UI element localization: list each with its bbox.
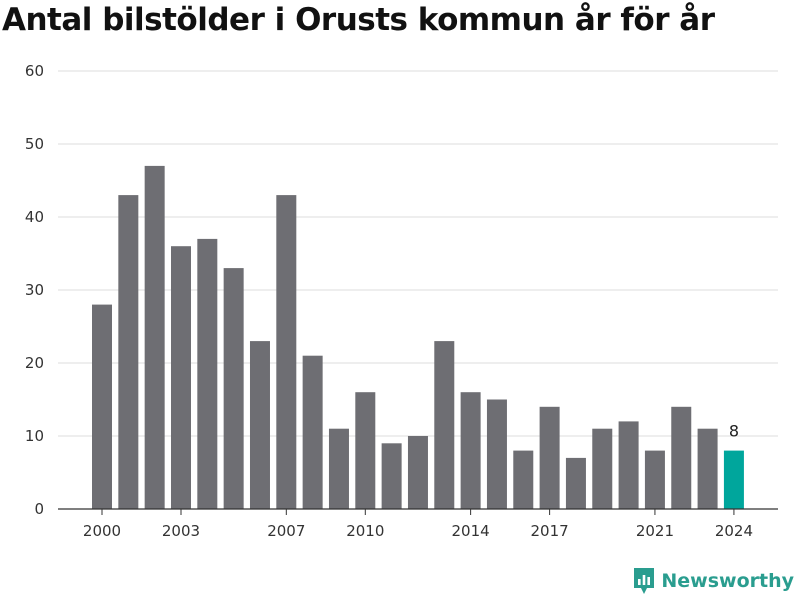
x-tick-label: 2007: [267, 522, 305, 540]
bar-2018: [565, 457, 586, 509]
x-tick-label: 2010: [346, 522, 384, 540]
bar-2022: [671, 406, 692, 509]
x-tick-label: 2024: [715, 522, 753, 540]
x-tick-label: 2014: [452, 522, 490, 540]
gridlines: [58, 70, 778, 437]
x-tick-label: 2003: [162, 522, 200, 540]
data-label-2024: 8: [729, 422, 739, 441]
bar-2000: [92, 304, 112, 509]
x-tick-label: 2000: [83, 522, 121, 540]
bar-2001: [118, 195, 139, 509]
bar-2023: [697, 428, 718, 509]
bar-2002: [144, 165, 165, 509]
bar-2013: [434, 341, 455, 509]
bar-2012: [407, 436, 428, 509]
bar-2020: [618, 421, 639, 509]
bar-2024: [723, 450, 744, 509]
bar-2016: [513, 450, 534, 509]
bar-2010: [355, 392, 376, 509]
bar-2019: [592, 428, 613, 509]
bar-2004: [197, 238, 218, 509]
y-axis: 0 10 20 30 40 50 60: [25, 62, 44, 518]
bar-2007: [276, 195, 297, 509]
x-tick-label: 2021: [636, 522, 674, 540]
bars: [92, 165, 744, 509]
bar-2008: [302, 355, 323, 509]
bar-2015: [486, 399, 507, 509]
bar-2003: [170, 246, 191, 509]
bar-2014: [460, 392, 481, 509]
x-axis: 2000 2003 2007 2010 2014 2017 2021 2024: [58, 508, 778, 540]
y-tick-label: 10: [25, 427, 44, 445]
newsworthy-logo-icon: [634, 568, 655, 594]
y-tick-label: 0: [34, 500, 44, 518]
bar-2017: [539, 406, 560, 509]
x-tick-label: 2017: [531, 522, 569, 540]
bar-2009: [328, 428, 349, 509]
bar-2011: [381, 443, 402, 509]
y-tick-label: 50: [25, 135, 44, 153]
y-tick-label: 60: [25, 62, 44, 80]
brand: Newsworthy: [632, 566, 794, 596]
bar-2006: [249, 341, 270, 509]
y-tick-label: 30: [25, 281, 44, 299]
y-tick-label: 20: [25, 354, 44, 372]
brand-name: Newsworthy: [661, 570, 794, 592]
chart-title: Antal bilstölder i Orusts kommun år för …: [2, 2, 715, 38]
bar-2021: [644, 450, 665, 509]
bar-2005: [223, 268, 244, 509]
y-tick-label: 40: [25, 208, 44, 226]
data-labels: 8: [729, 422, 739, 441]
